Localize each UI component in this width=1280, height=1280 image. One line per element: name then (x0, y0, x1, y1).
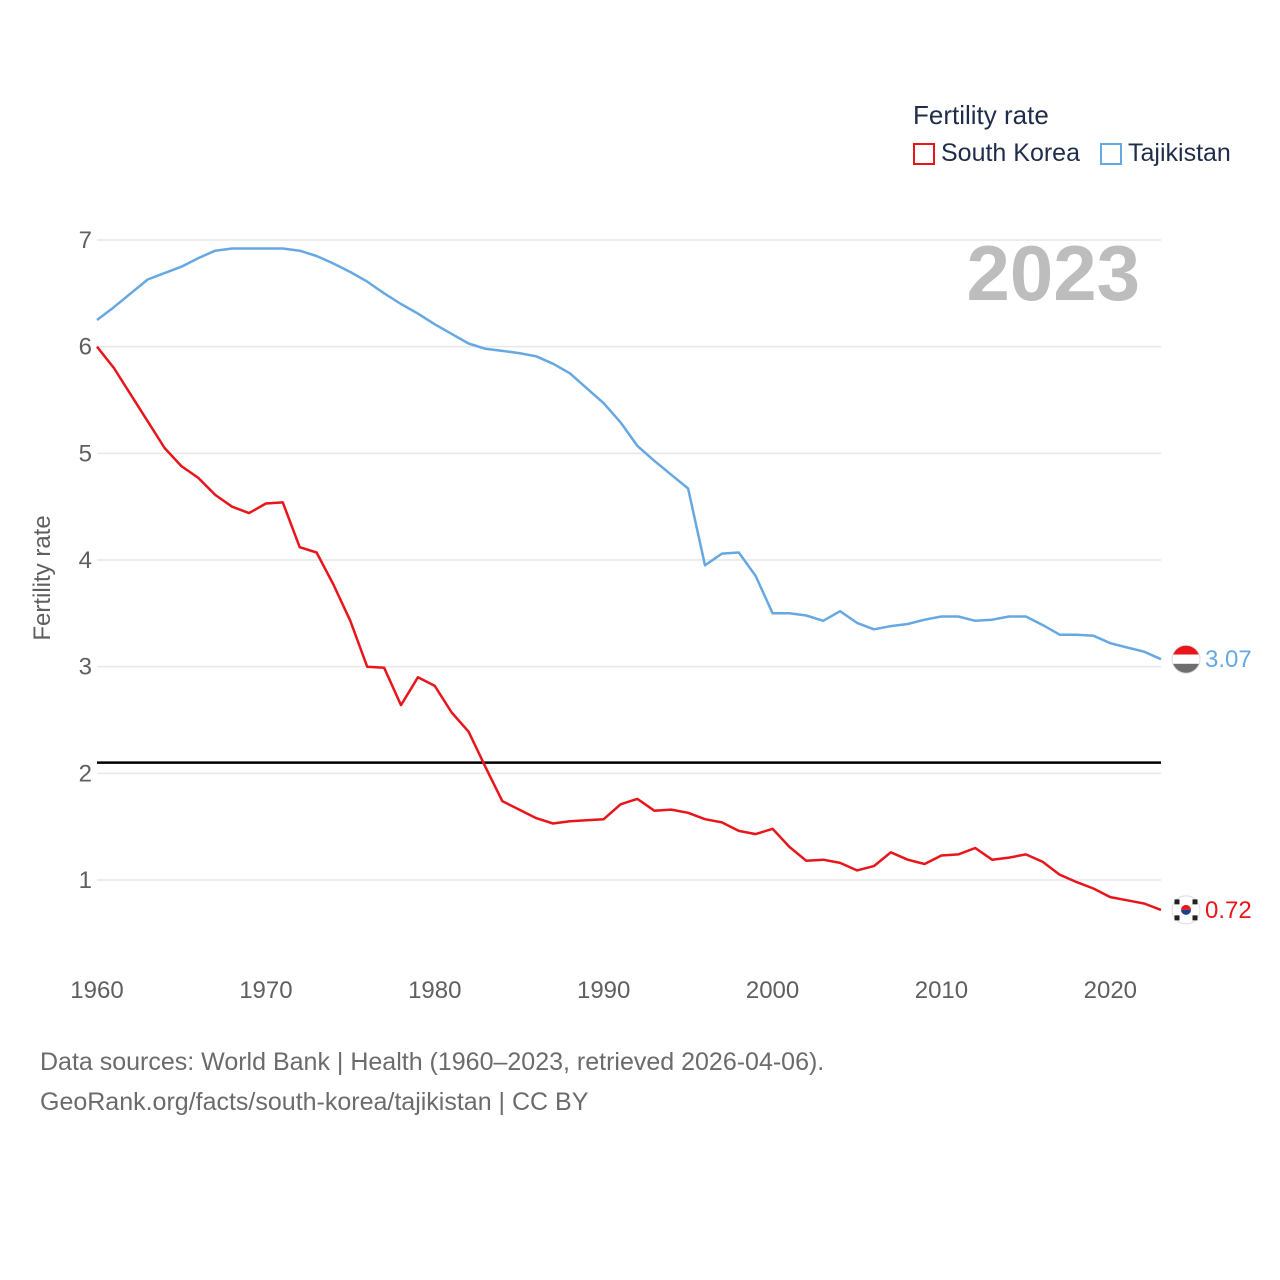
flag-tajikistan-icon (1171, 644, 1201, 674)
legend-swatch-tajikistan (1100, 142, 1122, 165)
footer-attribution: GeoRank.org/facts/south-korea/tajikistan… (40, 1088, 589, 1116)
legend-item-tajikistan[interactable]: Tajikistan (1100, 139, 1231, 168)
x-tick-label-1970: 1970 (239, 977, 292, 1004)
year-label: 2023 (966, 229, 1140, 317)
flag-band-red (1172, 645, 1200, 655)
x-tick-label-2010: 2010 (915, 977, 968, 1004)
x-tick-label-1980: 1980 (408, 977, 461, 1004)
series-line-south-korea (96, 345, 1162, 912)
series-lines (96, 247, 1162, 912)
flag-trigram-3 (1192, 915, 1198, 921)
legend-title: Fertility rate (913, 100, 1049, 130)
footer: Data sources: World Bank | Health (1960–… (40, 1042, 824, 1122)
y-tick-label-6: 6 (79, 334, 92, 361)
flag-outline-tajikistan (1171, 644, 1201, 674)
y-tick-label-5: 5 (79, 440, 92, 467)
x-tick-label-2000: 2000 (746, 977, 799, 1004)
flag-taeguk-red (1181, 904, 1191, 910)
end-value-label-south-korea: 0.72 (1205, 897, 1252, 924)
legend: Fertility rate South Korea Tajikistan (913, 100, 1231, 168)
flag-trigram-2 (1174, 915, 1180, 921)
flag-south-korea-icon (1171, 895, 1201, 925)
flag-trigram-1 (1192, 899, 1198, 905)
legend-item-south-korea[interactable]: South Korea (913, 139, 1080, 168)
y-axis-label: Fertility rate (29, 515, 56, 640)
y-tick-label-1: 1 (79, 867, 92, 894)
footer-sources: Data sources: World Bank | Health (1960–… (40, 1048, 825, 1076)
legend-label-tajikistan: Tajikistan (1128, 139, 1231, 167)
legend-swatch-south-korea (913, 142, 935, 165)
y-axis-ticks: 1 2 3 4 5 6 7 (79, 227, 92, 894)
y-tick-label-7: 7 (79, 227, 92, 254)
x-tick-label-1960: 1960 (70, 977, 123, 1004)
legend-label-south-korea: South Korea (941, 139, 1080, 167)
y-tick-label-2: 2 (79, 760, 92, 787)
x-tick-label-2020: 2020 (1084, 977, 1137, 1004)
x-axis-ticks: 1960 1970 1980 1990 2000 2010 2020 (70, 977, 1137, 1004)
flag-trigram-0 (1174, 899, 1180, 905)
flag-band-white (1172, 654, 1200, 664)
series-line-tajikistan (96, 247, 1162, 661)
y-tick-label-4: 4 (79, 547, 92, 574)
flag-taeguk-blue (1181, 909, 1191, 915)
end-value-label-tajikistan: 3.07 (1205, 646, 1252, 673)
flag-band-dark (1172, 663, 1200, 674)
gridlines (97, 239, 1161, 881)
flag-bands-tajikistan (1172, 645, 1200, 674)
legend-items: South Korea Tajikistan (913, 139, 1231, 168)
y-tick-label-3: 3 (79, 654, 92, 681)
x-tick-label-1990: 1990 (577, 977, 630, 1004)
series-end-markers: 0.72 3.07 (1171, 644, 1252, 925)
